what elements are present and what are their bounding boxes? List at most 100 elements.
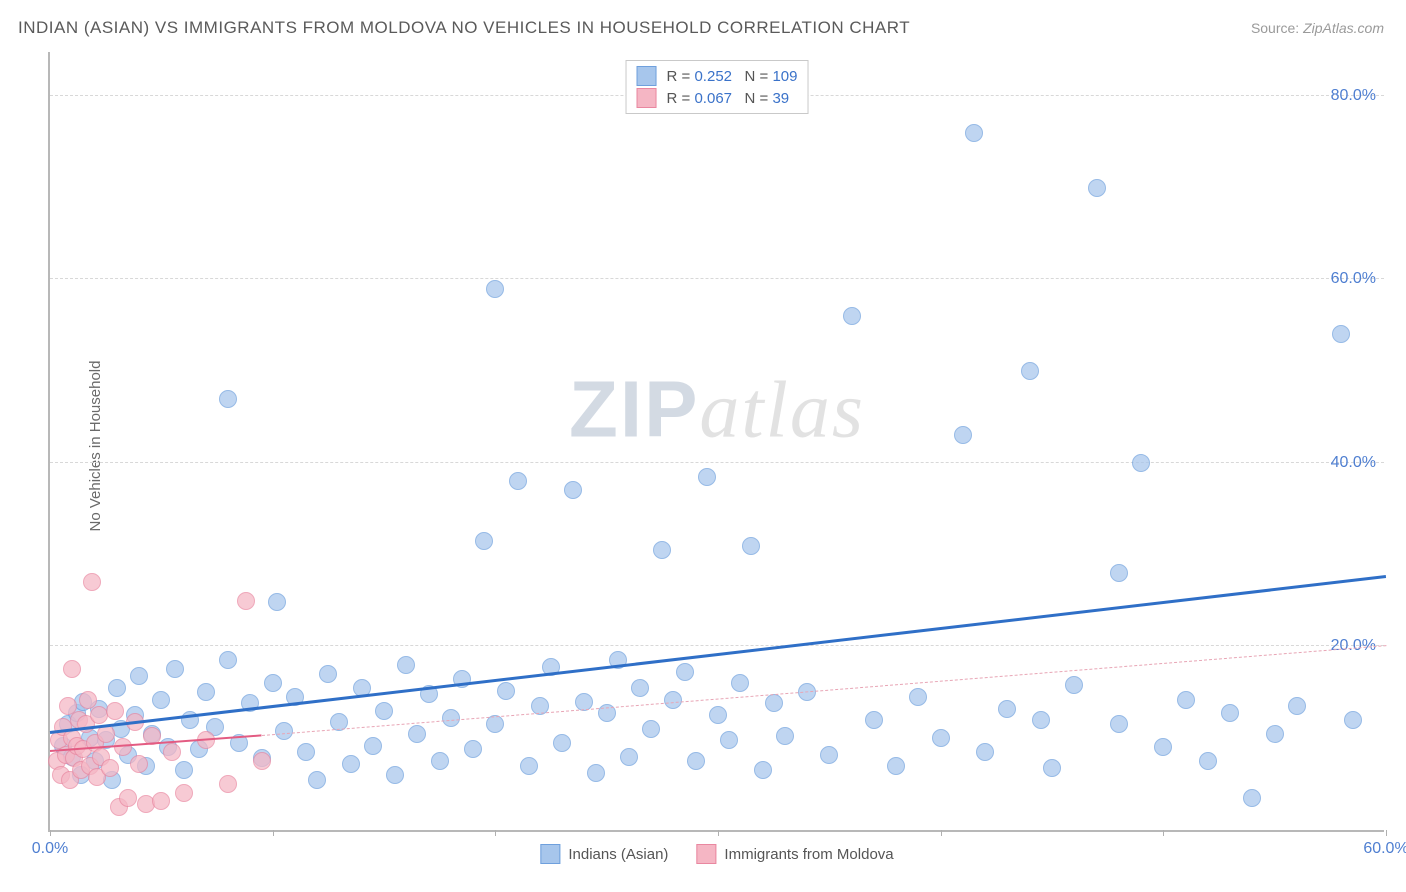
data-point	[698, 468, 716, 486]
data-point	[631, 679, 649, 697]
data-point	[720, 731, 738, 749]
data-point	[754, 761, 772, 779]
data-point	[464, 740, 482, 758]
legend-stats: R = 0.252 N = 109 R = 0.067 N = 39	[626, 60, 809, 114]
x-tick-mark	[50, 830, 51, 836]
data-point	[219, 651, 237, 669]
data-point	[1243, 789, 1261, 807]
data-point	[166, 660, 184, 678]
data-point	[664, 691, 682, 709]
y-tick-label: 80.0%	[1331, 87, 1376, 105]
data-point	[175, 784, 193, 802]
legend-swatch	[540, 844, 560, 864]
data-point	[163, 743, 181, 761]
data-point	[297, 743, 315, 761]
data-point	[843, 307, 861, 325]
data-point	[375, 702, 393, 720]
data-point	[197, 683, 215, 701]
data-point	[865, 711, 883, 729]
data-point	[408, 725, 426, 743]
data-point	[564, 481, 582, 499]
data-point	[976, 743, 994, 761]
data-point	[1266, 725, 1284, 743]
data-point	[253, 752, 271, 770]
data-point	[965, 124, 983, 142]
data-point	[264, 674, 282, 692]
data-point	[765, 694, 783, 712]
data-point	[308, 771, 326, 789]
legend-swatch	[696, 844, 716, 864]
data-point	[587, 764, 605, 782]
watermark: ZIPatlas	[569, 363, 865, 456]
data-point	[932, 729, 950, 747]
legend-stats-text: R = 0.252 N = 109	[667, 68, 798, 85]
data-point	[175, 761, 193, 779]
gridline	[50, 645, 1384, 646]
data-point	[1110, 564, 1128, 582]
data-point	[1088, 179, 1106, 197]
data-point	[998, 700, 1016, 718]
data-point	[114, 738, 132, 756]
data-point	[486, 280, 504, 298]
data-point	[742, 537, 760, 555]
data-point	[676, 663, 694, 681]
data-point	[497, 682, 515, 700]
data-point	[776, 727, 794, 745]
data-point	[319, 665, 337, 683]
data-point	[152, 792, 170, 810]
data-point	[1032, 711, 1050, 729]
gridline	[50, 462, 1384, 463]
x-tick-mark	[718, 830, 719, 836]
plot-area: ZIPatlas R = 0.252 N = 109 R = 0.067 N = …	[48, 52, 1384, 832]
data-point	[620, 748, 638, 766]
data-point	[520, 757, 538, 775]
data-point	[1154, 738, 1172, 756]
x-tick-label: 0.0%	[32, 840, 68, 858]
data-point	[687, 752, 705, 770]
legend-stats-row: R = 0.067 N = 39	[637, 87, 798, 109]
source-attribution: Source: ZipAtlas.com	[1251, 20, 1384, 36]
data-point	[1288, 697, 1306, 715]
legend-stats-text: R = 0.067 N = 39	[667, 90, 790, 107]
data-point	[653, 541, 671, 559]
data-point	[431, 752, 449, 770]
data-point	[386, 766, 404, 784]
chart-title: INDIAN (ASIAN) VS IMMIGRANTS FROM MOLDOV…	[18, 18, 910, 38]
x-tick-mark	[495, 830, 496, 836]
y-tick-label: 40.0%	[1331, 454, 1376, 472]
data-point	[509, 472, 527, 490]
legend-swatch	[637, 88, 657, 108]
data-point	[1043, 759, 1061, 777]
legend-label: Immigrants from Moldova	[724, 846, 893, 863]
x-tick-mark	[1163, 830, 1164, 836]
data-point	[1065, 676, 1083, 694]
x-tick-label: 60.0%	[1363, 840, 1406, 858]
data-point	[219, 775, 237, 793]
data-point	[731, 674, 749, 692]
data-point	[275, 722, 293, 740]
data-point	[1221, 704, 1239, 722]
y-tick-label: 60.0%	[1331, 270, 1376, 288]
data-point	[130, 755, 148, 773]
legend-item: Indians (Asian)	[540, 844, 668, 864]
data-point	[1132, 454, 1150, 472]
x-tick-mark	[1386, 830, 1387, 836]
legend-stats-row: R = 0.252 N = 109	[637, 65, 798, 87]
data-point	[63, 660, 81, 678]
x-tick-mark	[941, 830, 942, 836]
data-point	[887, 757, 905, 775]
source-value: ZipAtlas.com	[1303, 20, 1384, 36]
watermark-zip: ZIP	[569, 364, 699, 453]
data-point	[475, 532, 493, 550]
x-tick-mark	[273, 830, 274, 836]
watermark-atlas: atlas	[699, 366, 865, 454]
data-point	[709, 706, 727, 724]
legend-swatch	[637, 66, 657, 86]
legend-label: Indians (Asian)	[568, 846, 668, 863]
data-point	[106, 702, 124, 720]
data-point	[237, 592, 255, 610]
data-point	[397, 656, 415, 674]
data-point	[342, 755, 360, 773]
data-point	[219, 390, 237, 408]
legend-item: Immigrants from Moldova	[696, 844, 893, 864]
